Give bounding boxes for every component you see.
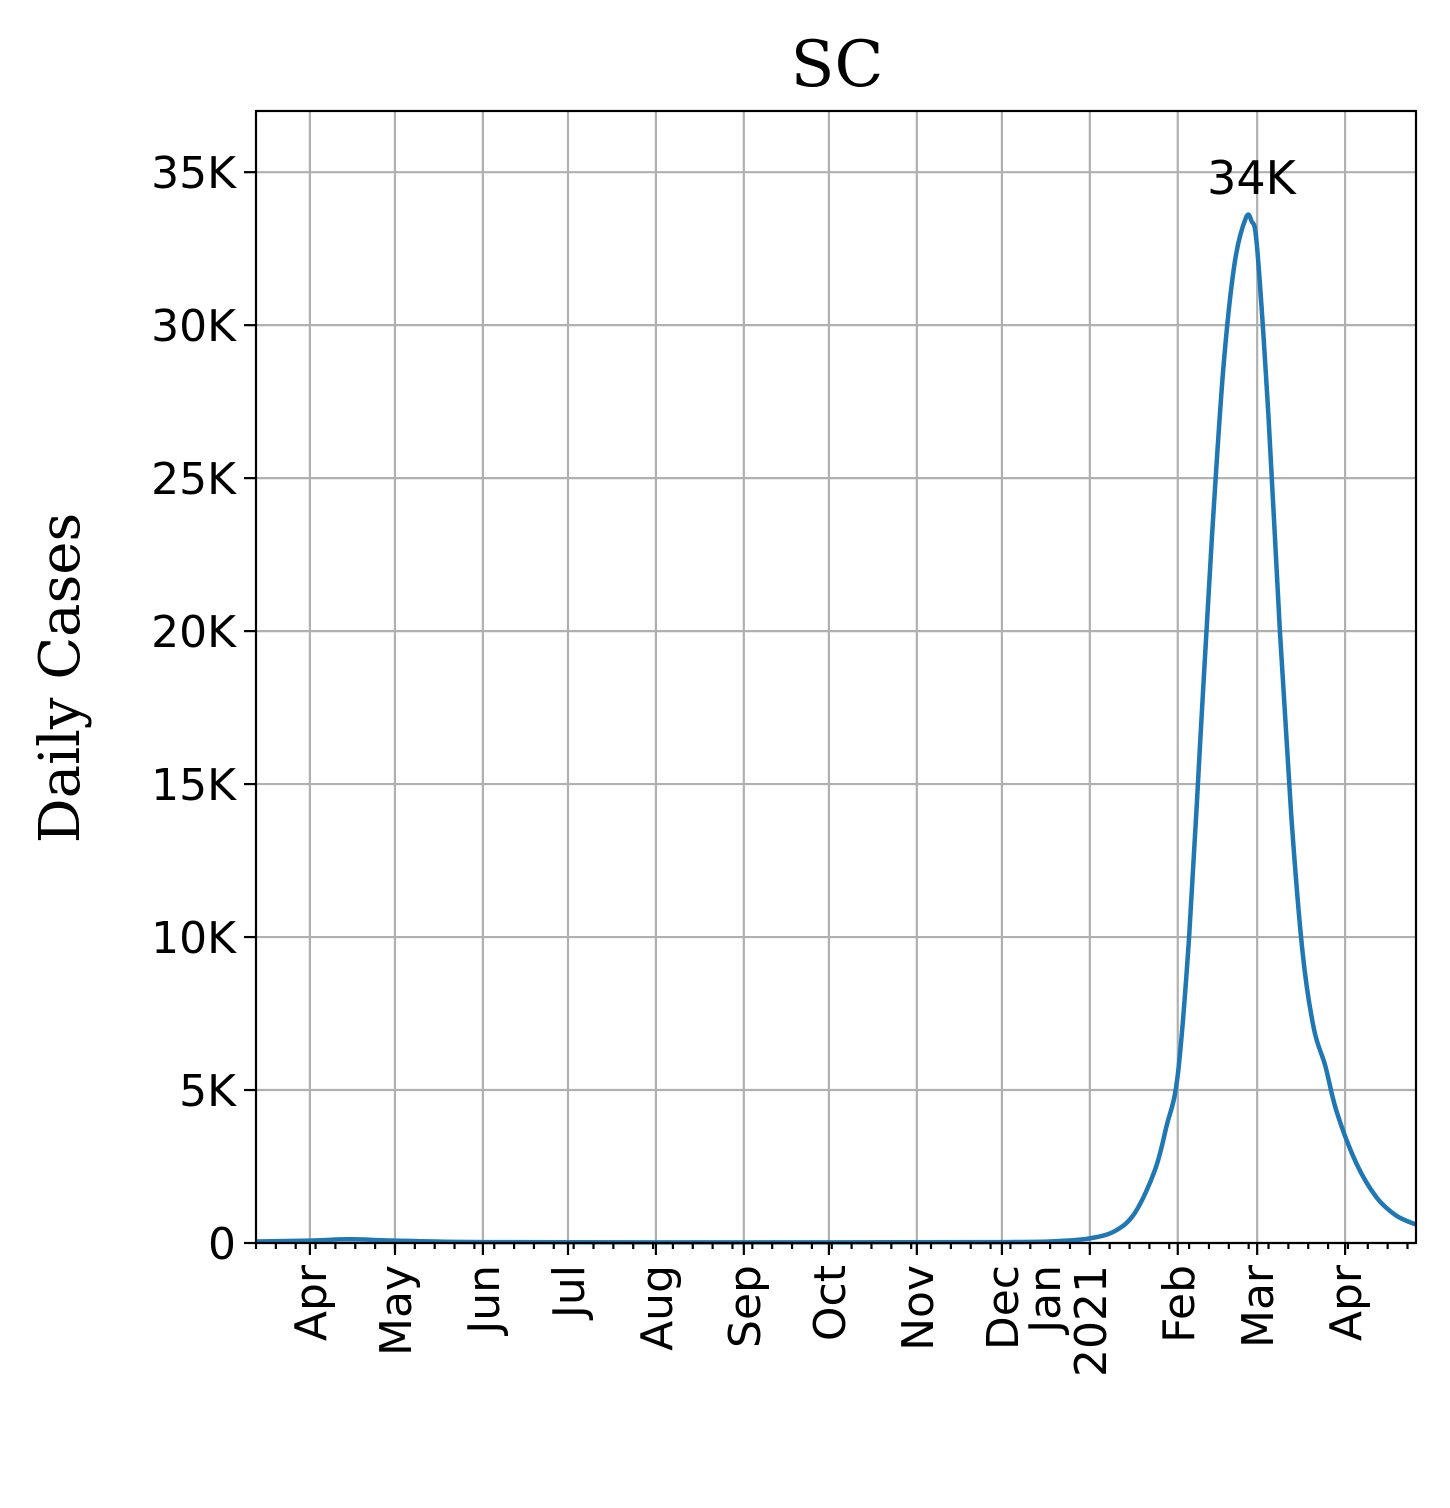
axis-layer: 0 5K 10K 15K 20K 25K 30K 35K Apr May Jun Jul Aug Sep O…	[151, 148, 1409, 1377]
peak-annotation: 34K	[1207, 151, 1298, 205]
x-tick-label: Feb	[1154, 1265, 1205, 1343]
chart-title: SC	[791, 28, 884, 102]
y-tick-label: 35K	[151, 148, 237, 199]
x-tick-label: Apr	[286, 1264, 337, 1341]
y-tick-label: 15K	[151, 760, 237, 811]
y-tick-label: 25K	[151, 454, 237, 505]
x-tick-label: Jan2021	[1020, 1265, 1117, 1377]
x-tick-label: Jul	[544, 1265, 595, 1321]
y-tick-label: 0	[208, 1219, 236, 1270]
series-line	[255, 212, 1417, 1245]
y-tick-label: 10K	[151, 913, 237, 964]
series-layer	[255, 212, 1417, 1245]
x-tick-label: May	[371, 1265, 422, 1356]
x-tick-label: Aug	[632, 1265, 683, 1351]
x-tick-label: Mar	[1233, 1264, 1284, 1348]
plot-frame	[254, 109, 1418, 1245]
x-tick-label: Nov	[893, 1265, 944, 1351]
x-tick-label: Sep	[720, 1265, 771, 1348]
x-tick-label: Apr	[1321, 1264, 1372, 1341]
x-tick-label: Jun	[459, 1265, 510, 1337]
y-tick-label: 5K	[179, 1066, 237, 1117]
x-tick-label: Dec	[978, 1265, 1029, 1350]
annotation-layer: 34K	[1207, 151, 1298, 205]
y-axis-label: Daily Cases	[28, 513, 93, 843]
y-tick-label: 30K	[151, 301, 237, 352]
y-tick-label: 20K	[151, 607, 237, 658]
x-tick-label: Oct	[805, 1265, 856, 1341]
grid-layer	[256, 111, 1416, 1245]
